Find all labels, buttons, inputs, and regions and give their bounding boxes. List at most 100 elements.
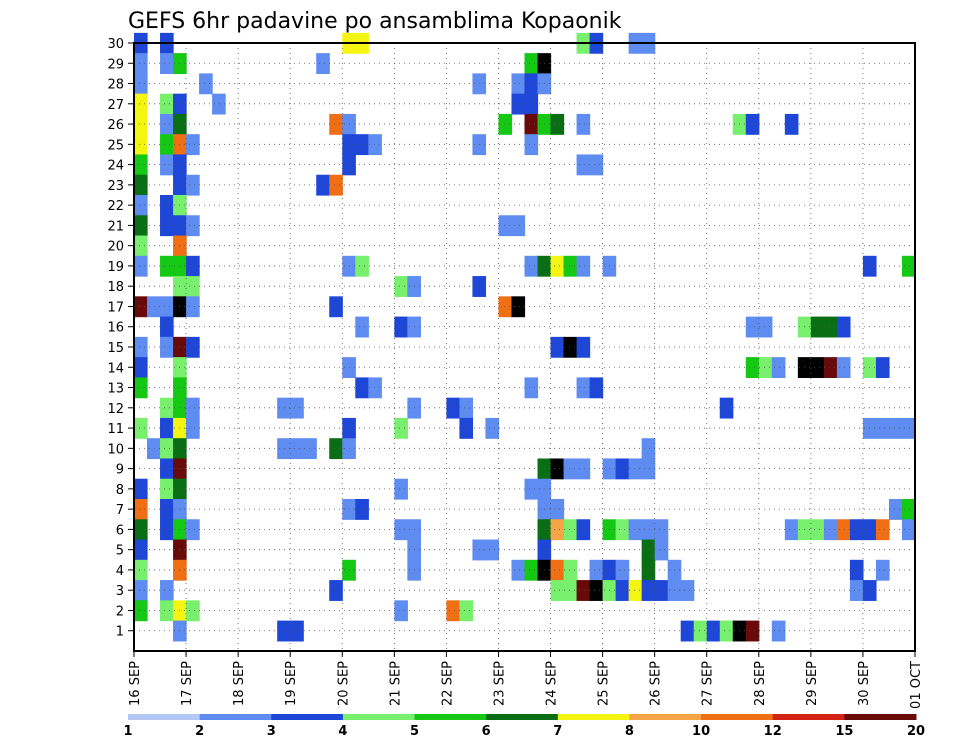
x-tick-label: 17 SEP (180, 661, 195, 706)
colorbar-segment (414, 714, 487, 720)
heatmap-cell (875, 357, 890, 378)
heatmap-cell (550, 113, 565, 135)
y-tick-label: 20 (107, 240, 124, 255)
heatmap-cell (576, 377, 591, 399)
heatmap-cell (485, 539, 500, 561)
heatmap-cell (134, 73, 148, 95)
heatmap-cell (186, 276, 200, 297)
heatmap-cell (563, 580, 578, 601)
heatmap-cell (277, 438, 291, 460)
heatmap-cell (875, 559, 890, 581)
heatmap-cell (836, 357, 851, 378)
colorbar-label: 8 (625, 724, 634, 739)
heatmap-cell (134, 417, 148, 439)
colorbar-label: 5 (410, 724, 419, 739)
heatmap-cell (875, 417, 890, 439)
heatmap-cell (888, 499, 903, 520)
y-tick-label: 13 (107, 382, 124, 397)
heatmap-cell (589, 377, 604, 399)
heatmap-cell (160, 113, 174, 135)
colorbar-label: 20 (907, 724, 925, 739)
heatmap-cell (199, 73, 213, 95)
y-tick-label: 30 (107, 37, 124, 52)
x-tick-label: 20 SEP (336, 661, 351, 706)
y-tick-label: 3 (116, 584, 124, 599)
heatmap-cell (524, 113, 539, 135)
heatmap-cell (771, 620, 786, 642)
heatmap-cell (628, 580, 643, 601)
heatmap-cell (160, 499, 174, 520)
heatmap-cell (186, 134, 200, 156)
colorbar-segment (701, 714, 774, 720)
heatmap-cell (719, 620, 734, 642)
x-tick-label: 25 SEP (597, 661, 612, 706)
y-tick-label: 7 (116, 503, 124, 518)
heatmap-cell (511, 215, 526, 237)
heatmap-cell (810, 357, 825, 378)
y-tick-label: 24 (107, 159, 124, 174)
heatmap-cell (212, 93, 226, 115)
heatmap-cell (524, 93, 539, 115)
x-tick-label: 01 OCT (909, 661, 924, 709)
heatmap-cell (550, 559, 565, 581)
heatmap-cell (329, 113, 343, 135)
heatmap-cell (771, 357, 786, 378)
heatmap-cell (875, 519, 890, 541)
heatmap-cell (186, 255, 200, 277)
x-tick-label: 18 SEP (232, 661, 247, 706)
heatmap-cell (758, 316, 773, 338)
heatmap-cell (160, 417, 174, 439)
colorbar-label: 1 (123, 724, 132, 739)
heatmap-cell (576, 113, 591, 135)
y-tick-label: 4 (116, 564, 124, 579)
heatmap-cell (394, 519, 408, 541)
heatmap-cell (524, 53, 539, 74)
heatmap-cell (394, 276, 408, 297)
heatmap-cell (823, 316, 838, 338)
heatmap-cell (550, 519, 565, 541)
heatmap-cell (615, 458, 630, 480)
colorbar-label: 15 (835, 724, 853, 739)
x-axis: 16 SEP 17 SEP 18 SEP 19 SEP 20 SEP 21 SEP 22 S… (128, 651, 924, 709)
heatmap-cell (303, 438, 317, 460)
y-tick-label: 5 (116, 544, 124, 559)
heatmap-cell (186, 600, 200, 622)
heatmap-cell (784, 113, 799, 135)
heatmap-cell (641, 580, 656, 601)
heatmap-cell (134, 174, 148, 196)
heatmap-cell (134, 539, 148, 561)
colorbar-label: 3 (267, 724, 276, 739)
heatmap-cell (316, 53, 330, 74)
heatmap-cell (329, 174, 343, 196)
colorbar-segment (557, 714, 630, 720)
y-tick-label: 14 (107, 361, 124, 376)
heatmap-cell (550, 458, 565, 480)
heatmap-cell (524, 478, 539, 500)
heatmap-cell (511, 93, 526, 115)
heatmap-cell (641, 438, 656, 460)
y-tick-label: 8 (116, 483, 124, 498)
heatmap-cell (160, 458, 174, 480)
heatmap-cell (134, 235, 148, 257)
heatmap-cell (758, 357, 773, 378)
heatmap-cell (134, 600, 148, 622)
heatmap-cell (134, 53, 148, 74)
heatmap-cell (160, 93, 174, 115)
chart-title: GEFS 6hr padavine po ansamblima Kopaonik (128, 9, 622, 34)
heatmap-cell (394, 417, 408, 439)
heatmap-cell (277, 620, 291, 642)
colorbar-segment (128, 714, 201, 720)
heatmap-cell (563, 559, 578, 581)
colorbar-segment (486, 714, 559, 720)
colorbar-segment (629, 714, 702, 720)
heatmap-cell (394, 600, 408, 622)
heatmap-cell (160, 519, 174, 541)
heatmap-cell (160, 438, 174, 460)
x-tick-label: 27 SEP (701, 661, 716, 706)
heatmap-cell (823, 519, 838, 541)
heatmap-cell (745, 316, 760, 338)
heatmap-cell (615, 519, 630, 541)
heatmap-cell (641, 559, 656, 581)
y-tick-label: 25 (107, 138, 124, 153)
